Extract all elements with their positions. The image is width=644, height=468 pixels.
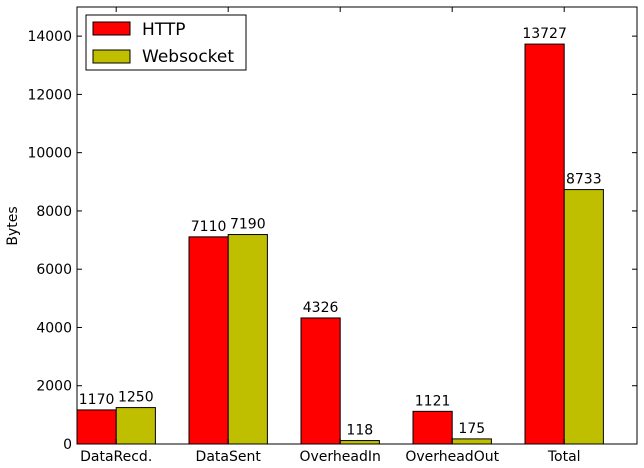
data-label-websocket-datarecd: 1250 bbox=[118, 390, 154, 406]
data-label-http-datarecd: 1170 bbox=[79, 392, 115, 408]
legend-swatch-http bbox=[92, 21, 131, 36]
y-tick-label-2000: 2000 bbox=[36, 379, 72, 395]
bar-websocket-datasent bbox=[227, 234, 268, 445]
data-labels-layer: 1170 7110 4326 1121 13727 1250 7190 118 175 8733 bbox=[79, 26, 602, 438]
y-tick-label-14000: 14000 bbox=[27, 29, 72, 45]
bar-http-overheadout bbox=[412, 410, 453, 445]
plot-frame bbox=[76, 6, 638, 445]
x-tick-label-overheadin: OverheadIn bbox=[300, 449, 381, 464]
y-tick-label-6000: 6000 bbox=[36, 262, 72, 278]
bar-websocket-total bbox=[563, 189, 604, 445]
y-tick-label-8000: 8000 bbox=[36, 204, 72, 220]
data-label-websocket-overheadout: 175 bbox=[458, 421, 485, 437]
data-label-http-total: 13727 bbox=[522, 26, 567, 42]
y-tick-label-0: 0 bbox=[63, 437, 72, 453]
legend-label-http: HTTP bbox=[142, 20, 186, 40]
x-tick-label-datarecd: DataRecd. bbox=[80, 449, 152, 464]
x-ticks-layer: DataRecd. DataSent OverheadIn OverheadOut To… bbox=[80, 7, 581, 465]
y-axis-title: Bytes bbox=[5, 206, 21, 245]
x-tick-label-datasent: DataSent bbox=[196, 449, 262, 464]
bar-websocket-overheadout bbox=[451, 438, 492, 445]
bar-http-datarecd bbox=[76, 409, 117, 445]
bar-websocket-overheadin bbox=[339, 440, 380, 445]
bars-layer bbox=[76, 43, 604, 445]
x-tick-label-total: Total bbox=[547, 449, 581, 464]
legend-swatch-websocket bbox=[92, 49, 131, 64]
bar-http-datasent bbox=[188, 236, 229, 445]
bar-http-total bbox=[524, 43, 565, 445]
legend: HTTP Websocket bbox=[85, 14, 247, 71]
data-label-websocket-total: 8733 bbox=[566, 172, 602, 188]
legend-label-websocket: Websocket bbox=[142, 47, 234, 67]
bar-http-overheadin bbox=[300, 317, 341, 445]
y-tick-label-10000: 10000 bbox=[27, 146, 72, 162]
data-label-http-datasent: 7110 bbox=[191, 219, 227, 235]
x-tick-label-overheadout: OverheadOut bbox=[405, 449, 499, 464]
data-label-http-overheadin: 4326 bbox=[303, 300, 339, 316]
data-label-http-overheadout: 1121 bbox=[415, 393, 451, 409]
bar-websocket-datarecd bbox=[115, 407, 156, 445]
data-label-websocket-datasent: 7190 bbox=[230, 217, 266, 233]
y-tick-label-4000: 4000 bbox=[36, 320, 72, 336]
y-tick-label-12000: 12000 bbox=[27, 87, 72, 103]
y-ticks-layer: 0 2000 4000 6000 8000 10000 12000 14000 bbox=[27, 29, 637, 453]
data-label-websocket-overheadin: 118 bbox=[346, 423, 373, 439]
